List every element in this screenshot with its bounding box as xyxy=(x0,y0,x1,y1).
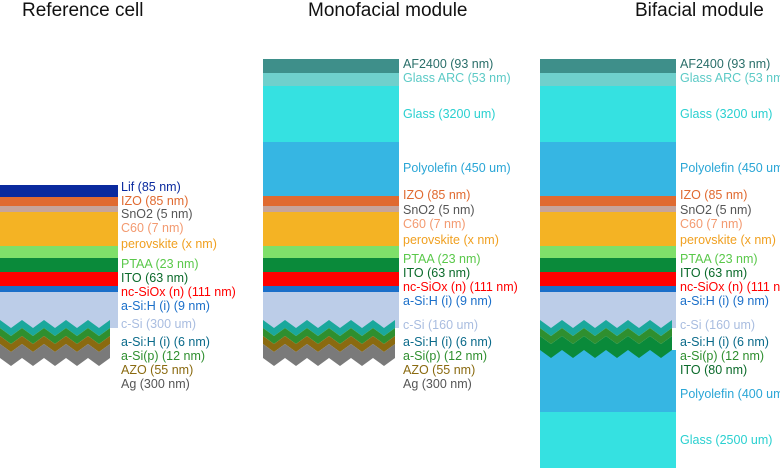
ref-ag-layer xyxy=(0,344,110,366)
bi-label-ncsiox: nc-SiOx (n) (111 nm) xyxy=(680,280,780,294)
mono-izo-layer xyxy=(263,196,399,206)
ref-label-azo: AZO (55 nm) xyxy=(121,363,193,377)
ref-perovskite-layer xyxy=(0,212,118,246)
mono-polyolefin-layer xyxy=(263,142,399,196)
mono-ncsiox-layer xyxy=(263,272,399,286)
mono-label-izo: IZO (85 nm) xyxy=(403,188,470,202)
mono-ito-layer xyxy=(263,258,399,272)
mono-label-csi: c-Si (160 um) xyxy=(403,318,478,332)
ref-ptaa-layer xyxy=(0,246,118,258)
monofacial-module-title: Monofacial module xyxy=(308,0,468,21)
bi-glass-arc-layer xyxy=(540,73,676,86)
mono-glass-layer xyxy=(263,86,399,142)
bi-glass-back-layer xyxy=(540,412,676,468)
ref-label-ito: ITO (63 nm) xyxy=(121,271,188,285)
mono-label-af2400: AF2400 (93 nm) xyxy=(403,57,493,71)
ref-asih-layer xyxy=(0,286,118,292)
mono-label-asip: a-Si(p) (12 nm) xyxy=(403,349,487,363)
mono-ptaa-layer xyxy=(263,246,399,258)
bi-ito-back-layer xyxy=(540,336,672,358)
ref-label-ncsiox: nc-SiOx (n) (111 nm) xyxy=(121,285,236,299)
ref-label-asih: a-Si:H (i) (9 nm) xyxy=(121,299,210,313)
ref-izo-layer xyxy=(0,197,118,206)
bi-label-asihi: a-Si:H (i) (6 nm) xyxy=(680,335,769,349)
mono-label-perovskite: perovskite (x nm) xyxy=(403,233,499,247)
mono-label-asihi: a-Si:H (i) (6 nm) xyxy=(403,335,492,349)
bi-perovskite-layer xyxy=(540,212,676,246)
bi-ptaa-layer xyxy=(540,246,676,258)
bi-label-perovskite: perovskite (x nm) xyxy=(680,233,776,247)
mono-sno2-layer xyxy=(263,206,399,212)
ref-label-asihi: a-Si:H (i) (6 nm) xyxy=(121,335,210,349)
mono-asih-layer xyxy=(263,286,399,292)
bi-sno2-layer xyxy=(540,206,676,212)
mono-label-ncsiox: nc-SiOx (n) (111 nm) xyxy=(403,280,518,294)
bi-label-c60: C60 (7 nm) xyxy=(680,217,743,231)
bi-glass-layer xyxy=(540,86,676,142)
ref-label-izo: IZO (85 nm) xyxy=(121,194,188,208)
mono-label-polyolefin: Polyolefin (450 um) xyxy=(403,161,511,175)
ref-label-perovskite: perovskite (x nm) xyxy=(121,237,217,251)
bi-label-asip: a-Si(p) (12 nm) xyxy=(680,349,764,363)
ref-label-c60: C60 (7 nm) xyxy=(121,221,184,235)
bi-izo-layer xyxy=(540,196,676,206)
bifacial-module-title: Bifacial module xyxy=(635,0,764,21)
ref-label-csi: c-Si (300 um) xyxy=(121,317,196,331)
bi-label-sno2: SnO2 (5 nm) xyxy=(680,203,752,217)
bi-label-polyolefin: Polyolefin (450 um) xyxy=(680,161,780,175)
bi-label-asih: a-Si:H (i) (9 nm) xyxy=(680,294,769,308)
ref-lif-layer xyxy=(0,185,118,197)
mono-af2400-layer xyxy=(263,59,399,73)
ref-label-ag: Ag (300 nm) xyxy=(121,377,190,391)
bi-polyolefin-layer xyxy=(540,142,676,196)
bi-label-af2400: AF2400 (93 nm) xyxy=(680,57,770,71)
mono-label-azo: AZO (55 nm) xyxy=(403,363,475,377)
mono-label-ag: Ag (300 nm) xyxy=(403,377,472,391)
mono-glass-arc-layer xyxy=(263,73,399,86)
bi-asih-layer xyxy=(540,286,676,292)
mono-ag-layer xyxy=(263,344,395,366)
bi-label-polyolefin_back: Polyolefin (400 um) xyxy=(680,387,780,401)
mono-label-ptaa: PTAA (23 nm) xyxy=(403,252,481,266)
mono-label-ito: ITO (63 nm) xyxy=(403,266,470,280)
bi-af2400-layer xyxy=(540,59,676,73)
mono-label-asih: a-Si:H (i) (9 nm) xyxy=(403,294,492,308)
bi-ito-layer xyxy=(540,258,676,272)
bi-label-ptaa: PTAA (23 nm) xyxy=(680,252,758,266)
bi-label-ito: ITO (63 nm) xyxy=(680,266,747,280)
ref-label-asip: a-Si(p) (12 nm) xyxy=(121,349,205,363)
bi-ncsiox-layer xyxy=(540,272,676,286)
mono-label-glass_arc: Glass ARC (53 nm) xyxy=(403,71,511,85)
ref-ncsiox-layer xyxy=(0,272,118,286)
ref-sno2-layer xyxy=(0,206,118,212)
mono-perovskite-layer xyxy=(263,212,399,246)
ref-csi-layer xyxy=(0,292,118,328)
mono-label-c60: C60 (7 nm) xyxy=(403,217,466,231)
bi-label-glass_arc: Glass ARC (53 nm) xyxy=(680,71,780,85)
bi-label-ito_back: ITO (80 nm) xyxy=(680,363,747,377)
mono-label-glass: Glass (3200 um) xyxy=(403,107,495,121)
ref-label-ptaa: PTAA (23 nm) xyxy=(121,257,199,271)
ref-label-lif: Lif (85 nm) xyxy=(121,180,181,194)
reference-cell-title: Reference cell xyxy=(22,0,144,21)
ref-label-sno2: SnO2 (5 nm) xyxy=(121,207,193,221)
bi-label-glass: Glass (3200 um) xyxy=(680,107,772,121)
bi-label-izo: IZO (85 nm) xyxy=(680,188,747,202)
bi-label-csi: c-Si (160 um) xyxy=(680,318,755,332)
ref-ito-layer xyxy=(0,258,118,272)
mono-label-sno2: SnO2 (5 nm) xyxy=(403,203,475,217)
bi-label-glass_back: Glass (2500 um) xyxy=(680,433,772,447)
